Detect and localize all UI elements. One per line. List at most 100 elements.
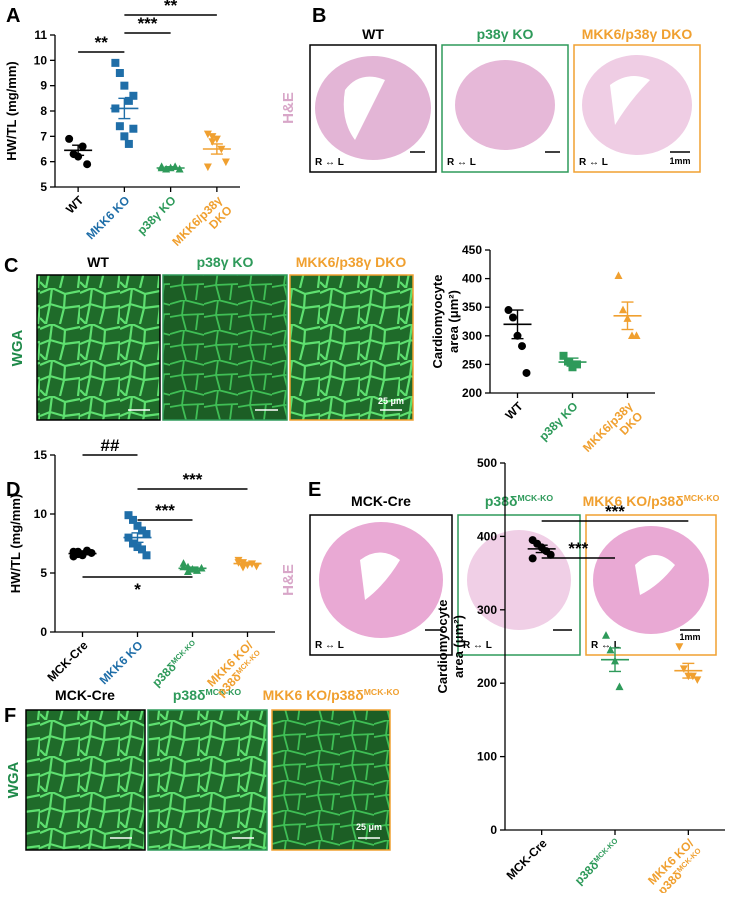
data-point — [203, 163, 212, 172]
stain-label: H&E — [280, 92, 297, 124]
y-tick-label: 250 — [462, 357, 482, 371]
text-run: MKK6/p38γ DKO — [296, 254, 407, 270]
image-title: WT — [87, 254, 109, 270]
data-point — [184, 567, 192, 576]
text-run: p38δ — [173, 687, 206, 703]
image-title: MCK-Cre — [351, 493, 411, 509]
x-tick-label: p38δMCK-KO — [149, 638, 201, 690]
data-point — [115, 69, 124, 77]
panel-letter: C — [4, 255, 18, 277]
images — [25, 44, 717, 851]
data-point — [675, 643, 684, 651]
data-point — [568, 363, 577, 372]
text-run: p38γ KO — [477, 26, 534, 42]
y-tick-label: 11 — [34, 28, 47, 42]
y-tick-label: 200 — [462, 386, 482, 400]
text-run: p38γ KO — [134, 193, 178, 237]
y-tick-label: 15 — [34, 448, 48, 462]
data-point — [212, 135, 221, 144]
image-title: p38δMCK-KO — [485, 493, 554, 509]
data-point — [124, 96, 133, 105]
text-run: MKK6/p38γ DKO — [582, 26, 693, 42]
y-tick-label: 300 — [462, 329, 482, 343]
data-point — [74, 152, 83, 161]
data-point — [573, 360, 581, 369]
image-title: p38γ KO — [197, 254, 254, 270]
x-tick-label: MCK-Cre — [44, 638, 90, 684]
data-point — [133, 521, 142, 530]
image-title: MKK6 KO/p38δMCK-KO — [263, 687, 400, 703]
y-tick-label: 350 — [462, 300, 482, 314]
significance-label: ** — [164, 0, 178, 15]
data-point — [133, 543, 142, 552]
data-point — [124, 139, 133, 148]
superscript: MCK-KO — [517, 493, 553, 503]
data-point — [632, 331, 641, 339]
stain-label: H&E — [280, 564, 297, 596]
text-run: MCK-Cre — [55, 687, 115, 703]
text-run: MCK-Cre — [504, 836, 550, 882]
y-axis-label: HW/TL (mg/mm) — [8, 494, 23, 593]
text-run: p38γ KO — [197, 254, 254, 270]
data-point — [606, 645, 615, 654]
y-tick-label: 400 — [462, 272, 482, 286]
orientation-label: R ↔ L — [315, 640, 344, 651]
data-point — [615, 682, 624, 691]
y-axis-label-line: HW/TL (mg/mm) — [4, 61, 19, 160]
text-run: MCK-Cre — [44, 638, 90, 684]
text-run: p38γ KO — [536, 399, 580, 443]
y-tick-label: 5 — [40, 180, 47, 194]
data-point — [221, 158, 230, 167]
data-point — [120, 81, 129, 90]
orientation-label: R ↔ L — [579, 157, 608, 168]
text-run: MKK6 KO/p38δ — [263, 687, 364, 703]
y-axis-label: Cardiomyocytearea (μm²) — [435, 600, 466, 694]
y-tick-label: 200 — [477, 676, 497, 690]
scale-bar-label: 1mm — [679, 632, 700, 642]
data-point — [115, 122, 124, 131]
data-point — [602, 631, 610, 639]
y-tick-label: 6 — [40, 155, 47, 169]
data-point — [546, 550, 555, 559]
image-title: MCK-Cre — [55, 687, 115, 703]
x-tick-label: WT — [503, 399, 527, 423]
significance-label: *** — [155, 501, 175, 520]
image-title: WT — [362, 26, 384, 42]
x-tick-label: MKK6 KO/p38δMCK-KO — [645, 836, 707, 893]
x-tick-label: MKK6 KO — [83, 193, 132, 242]
scale-bar-label: 25 μm — [378, 396, 404, 406]
orientation-label: R ↔ L — [591, 640, 620, 651]
y-tick-label: 450 — [462, 243, 482, 257]
image-title: p38δMCK-KO — [173, 687, 242, 703]
data-point — [138, 526, 146, 535]
image-title: MKK6/p38γ DKO — [582, 26, 693, 42]
data-point — [129, 91, 138, 100]
orientation-label: R ↔ L — [463, 640, 492, 651]
text-run: MKK6 KO — [83, 193, 132, 242]
stain-label: WGA — [5, 762, 22, 799]
superscript: MCK-KO — [169, 638, 197, 666]
data-point — [509, 313, 517, 322]
data-point — [522, 368, 531, 377]
x-tick-label: WT — [63, 193, 87, 217]
chart: 200 250 300 350 400 450 Cardiomyocytearea (μm²… — [430, 243, 655, 455]
data-point — [142, 551, 151, 560]
y-tick-label: 9 — [40, 79, 47, 93]
data-point — [138, 545, 146, 554]
text-run: WT — [503, 399, 527, 423]
superscript: MCK-KO — [205, 687, 241, 697]
y-axis-label: HW/TL (mg/mm) — [4, 61, 19, 160]
y-tick-label: 300 — [477, 603, 497, 617]
data-point — [203, 130, 212, 139]
y-tick-label: 500 — [477, 456, 497, 470]
y-tick-label: 10 — [34, 507, 48, 521]
data-point — [129, 539, 137, 548]
significance-label: *** — [605, 502, 625, 521]
text-run: WT — [87, 254, 109, 270]
y-tick-label: 400 — [477, 529, 497, 543]
x-tick-label: p38γ KO — [536, 399, 580, 443]
text-run: WT — [63, 193, 87, 217]
orientation-label: R ↔ L — [447, 157, 476, 168]
y-axis-label-line: Cardiomyocyte — [430, 275, 445, 369]
